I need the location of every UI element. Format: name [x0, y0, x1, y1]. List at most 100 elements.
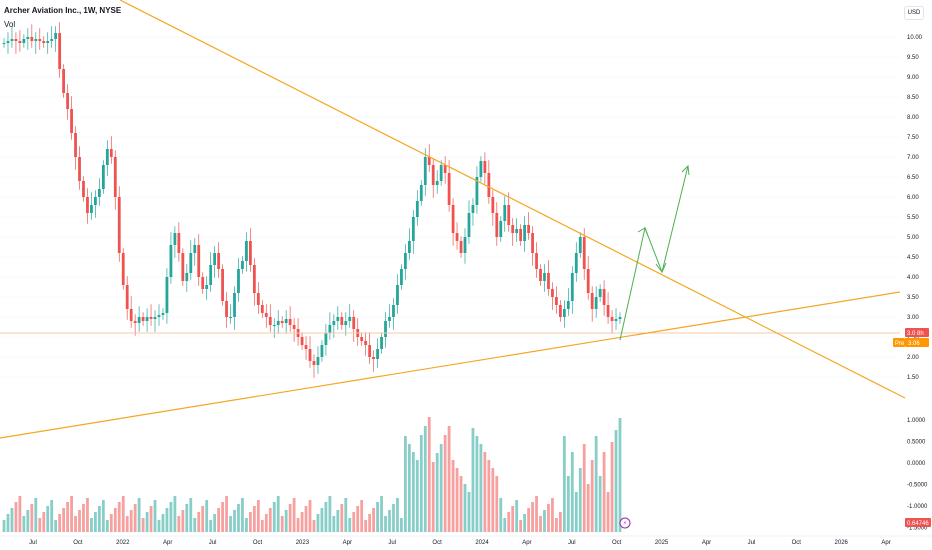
volume-bar [340, 504, 344, 532]
candle-body [121, 253, 125, 285]
volume-bar [169, 502, 173, 532]
volume-bar [531, 502, 534, 532]
candle-body [133, 321, 137, 323]
candle-body [503, 205, 507, 221]
projection-path[interactable] [619, 165, 689, 341]
candle-body [38, 39, 42, 41]
candle-body [82, 181, 85, 197]
candle-body [495, 213, 499, 237]
candle-body [300, 337, 304, 345]
lower-trendline[interactable] [0, 291, 901, 439]
volume-bar [523, 514, 527, 532]
candle-body [590, 293, 594, 309]
volume-bar [34, 498, 38, 532]
time-axis[interactable]: Jul Oct 2022 Apr Jul Oct 2023 Apr Jul Oct 2024 Apr J… [0, 535, 932, 546]
volume-bar [499, 498, 503, 532]
volume-bar [117, 502, 121, 532]
volume-bar [14, 502, 18, 532]
candle-body [90, 205, 93, 213]
volume-bar [614, 430, 618, 532]
candle-body [70, 109, 73, 133]
candle-body [201, 277, 205, 289]
candle-body [237, 269, 240, 293]
candle-body [181, 253, 185, 281]
candle-body [189, 253, 193, 273]
candle-body [26, 37, 30, 39]
candle-body [145, 317, 149, 321]
volume-bar [368, 514, 372, 532]
candle-body [86, 197, 89, 213]
candle-body [396, 285, 399, 305]
candle-body [459, 241, 463, 253]
candle-body [217, 253, 221, 269]
candle-body [280, 321, 284, 323]
candle-body [213, 253, 217, 265]
volume-bar [30, 504, 34, 532]
candle-body [372, 357, 375, 359]
candle-body [558, 305, 562, 317]
volume-bar [62, 508, 66, 532]
volume-bar [451, 460, 455, 532]
candle-body [455, 233, 459, 241]
volume-bar [304, 506, 308, 532]
volume-bar [197, 512, 201, 532]
candle-body [531, 233, 534, 253]
pre-value-text: 3.06 [908, 341, 920, 347]
volume-bar [264, 514, 268, 532]
volume-bar [50, 500, 54, 532]
price-tick-label: 9.00 [907, 75, 919, 81]
symbol-title[interactable]: Archer Aviation Inc., 1W, NYSE [4, 6, 122, 15]
volume-legend-label[interactable]: Vol [4, 20, 16, 29]
candle-body [50, 39, 54, 41]
candle-body [352, 317, 356, 329]
candle-body [221, 269, 224, 301]
volume-bar [547, 504, 550, 532]
volume-bar [260, 520, 264, 532]
volume-bar [598, 476, 602, 532]
candle-body [618, 317, 622, 319]
candle-body [324, 333, 328, 345]
candle-body [316, 357, 320, 365]
time-tick-label: Apr [522, 540, 531, 546]
volume-bar [384, 516, 387, 532]
time-tick-label: 2025 [655, 540, 669, 546]
volume-bar [503, 518, 507, 532]
candle-body [304, 345, 308, 349]
candle-body [97, 189, 101, 197]
candle-body [483, 161, 487, 173]
currency-button[interactable]: USD [904, 6, 924, 20]
volume-bar [292, 498, 296, 532]
candle-body [523, 225, 527, 241]
candle-body [403, 253, 407, 269]
volume-bar [602, 452, 606, 532]
candle-body [105, 149, 109, 165]
volume-bar [316, 514, 320, 532]
volume-bar [38, 518, 42, 532]
candle-body [10, 39, 14, 41]
volume-bar [535, 496, 538, 532]
volume-tick-label: -0.5000 [907, 483, 928, 489]
price-tick-label: 5.50 [907, 215, 919, 221]
volume-bar [324, 502, 328, 532]
volume-bar [173, 496, 177, 532]
volume-bar [66, 502, 69, 532]
volume-bar [376, 502, 379, 532]
pre-market-badge: Pre 3.06 [893, 338, 929, 347]
upper-trendline[interactable] [119, 0, 906, 399]
volume-bar [149, 506, 153, 532]
bolt-glyph: ⚡ [623, 520, 627, 527]
volume-bar [213, 514, 217, 532]
volume-bar [288, 504, 292, 532]
candle-body [332, 321, 336, 325]
candle-body [284, 319, 288, 323]
volume-bar [193, 518, 197, 532]
price-tick-label: 3.50 [907, 295, 919, 301]
candle-body [423, 157, 427, 185]
time-tick-label: Oct [612, 540, 622, 546]
volume-bar [276, 496, 280, 532]
candle-body [539, 269, 542, 281]
candle-body [443, 165, 447, 173]
lightning-bolt-icon[interactable]: ⚡ [619, 517, 631, 529]
volume-bar [439, 444, 443, 532]
